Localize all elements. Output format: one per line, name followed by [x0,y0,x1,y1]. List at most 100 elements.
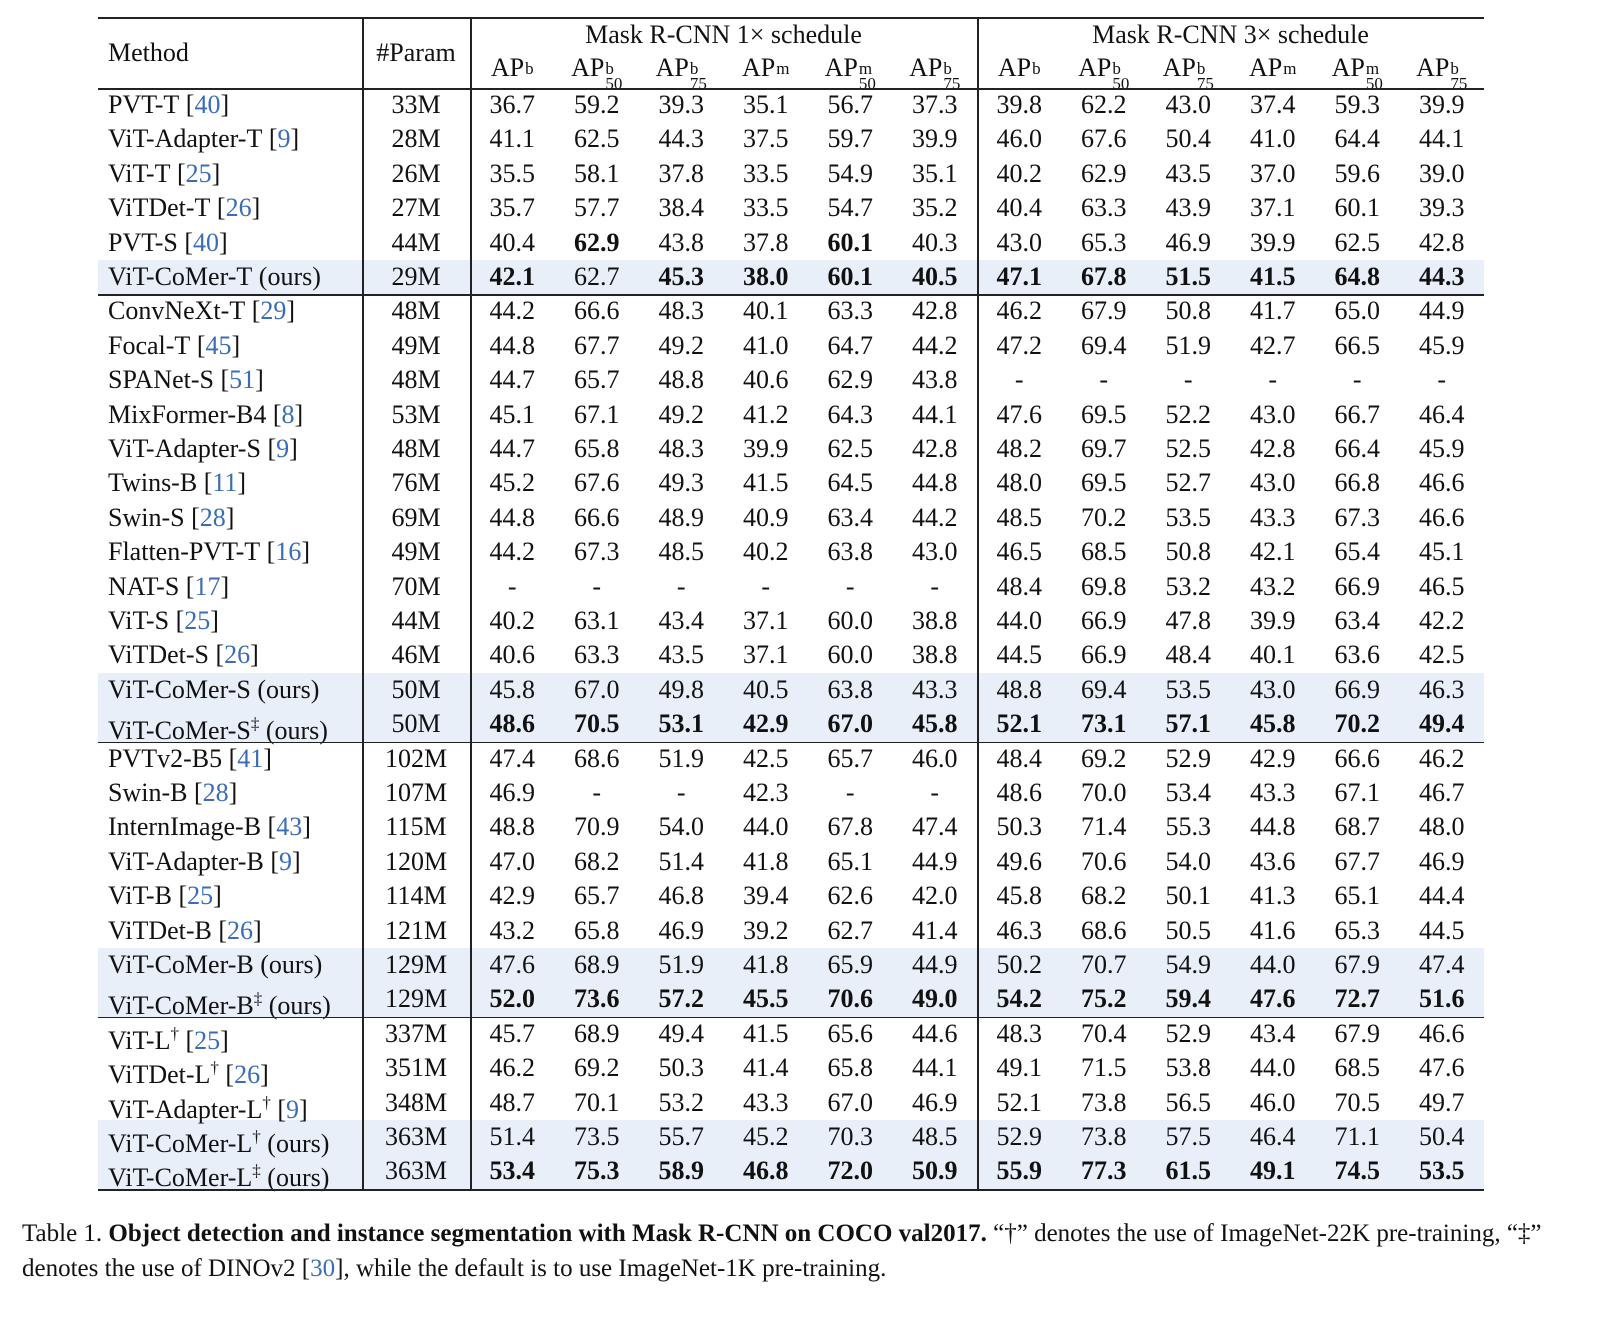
value-cell: 62.2 [1081,90,1127,119]
param-cell: 28M [391,124,441,154]
value-cell: - [676,571,686,601]
value-cell: 69.4 [1081,674,1127,704]
cite-number: 43 [276,812,303,842]
metric-script: m 50 [1366,60,1383,92]
value-cell: 49.2 [658,399,705,429]
value-cell: 60.1 [827,227,874,257]
metric-base: AP [909,53,943,82]
caption-label: Table 1. [22,1220,103,1247]
metric-header: AP b [977,50,1062,86]
value-cell: 68.6 [1081,915,1127,945]
value-cell: 38.8 [912,640,958,670]
value-cell: 43.8 [912,365,958,395]
method-cell: ConvNeXt-T [29] [108,294,295,328]
value-cell: 46.9 [658,915,705,945]
value-cell: 39.9 [1419,90,1465,119]
cite-number: 40 [194,90,221,119]
value-cell: 47.6 [489,950,536,979]
value-cell: 44.8 [1250,812,1296,842]
metric-base: AP [1162,53,1196,82]
value-cell: 48.6 [489,709,536,739]
method-cell: SPANet-S [51] [108,363,264,397]
value-cell: 70.6 [1081,846,1127,876]
value-cell: 48.6 [996,778,1043,807]
value-cell: 68.2 [1081,881,1127,911]
value-cell: 56.5 [1165,1087,1212,1117]
value-cell: 43.5 [1165,158,1212,188]
value-cell: - [930,778,940,807]
value-cell: 60.0 [827,606,874,635]
value-cell: 73.5 [574,1122,620,1151]
value-cell: 46.9 [1165,227,1212,257]
value-cell: 41.8 [743,950,789,979]
metric-sup: b [689,59,699,78]
value-cell: 51.9 [1165,330,1212,360]
metric-sup: m [776,59,790,78]
value-cell: 51.5 [1165,262,1212,291]
value-cell: 50.4 [1165,124,1212,154]
value-cell: 41.4 [743,1053,789,1083]
method-name: Flatten-PVT-T [108,537,261,567]
param-cell: 49M [391,537,441,567]
value-cell: 35.5 [489,158,536,188]
value-cell: 55.3 [1165,812,1212,842]
value-cell: 40.5 [912,262,958,291]
value-cell: 49.7 [1419,1087,1465,1117]
value-cell: 67.1 [574,399,620,429]
value-cell: 44.3 [1419,262,1465,291]
value-cell: 69.2 [1081,743,1127,773]
value-cell: 41.4 [912,915,958,945]
value-cell: 53.5 [1419,1156,1465,1186]
value-cell: - [1437,365,1447,395]
cite-number: 25 [185,158,212,188]
value-cell: 45.8 [489,674,536,704]
metric-base: AP [1416,53,1450,82]
value-cell: 35.1 [912,158,958,188]
cite-number: 45 [205,330,232,360]
value-cell: 52.1 [996,709,1043,739]
metric-base: AP [997,53,1032,82]
value-cell: 67.3 [574,537,620,567]
value-cell: 45.2 [489,468,536,498]
value-cell: 38.0 [743,262,789,291]
value-cell: 45.8 [1250,709,1296,739]
value-cell: 43.9 [1165,193,1212,223]
metric-script: b 75 [1197,60,1214,92]
row-highlight [98,948,1484,983]
value-cell: 70.6 [827,984,874,1014]
method-cell: ViT-Adapter-B [9] [108,845,301,879]
value-cell: 49.1 [1250,1156,1296,1186]
cite-number: 28 [202,778,229,807]
value-cell: 33.5 [743,158,789,188]
value-cell: 66.9 [1081,640,1127,670]
value-cell: 51.4 [489,1122,536,1151]
cite-open: [ [266,537,276,567]
section-rule [98,1016,1484,1019]
value-cell: 46.2 [996,296,1043,326]
value-cell: 62.9 [574,227,620,257]
value-cell: 40.1 [1250,640,1296,670]
cite-number: 26 [225,193,252,223]
value-cell: 46.8 [743,1156,789,1186]
value-cell: 37.8 [658,158,705,188]
value-cell: 67.8 [827,812,874,842]
param-cell: 121M [384,915,448,945]
value-cell: 53.4 [489,1156,536,1186]
value-cell: 43.0 [1250,674,1296,704]
bottom-rule [98,1188,1484,1191]
cite-open: [ [203,468,213,498]
value-cell: 39.9 [1250,606,1296,635]
value-cell: 62.5 [1334,227,1381,257]
value-cell: 68.7 [1334,812,1381,842]
cite-number: 9 [277,124,291,154]
cite-number: 25 [187,881,214,911]
value-cell: 67.9 [1334,1018,1381,1048]
value-cell: 73.6 [574,984,620,1014]
cite-close: ] [299,1094,308,1124]
metric-sup: m [1283,59,1297,78]
value-cell: 73.1 [1081,709,1127,739]
value-cell: 41.5 [743,1018,789,1048]
value-cell: 38.8 [912,606,958,635]
cite-close: ] [263,743,272,773]
